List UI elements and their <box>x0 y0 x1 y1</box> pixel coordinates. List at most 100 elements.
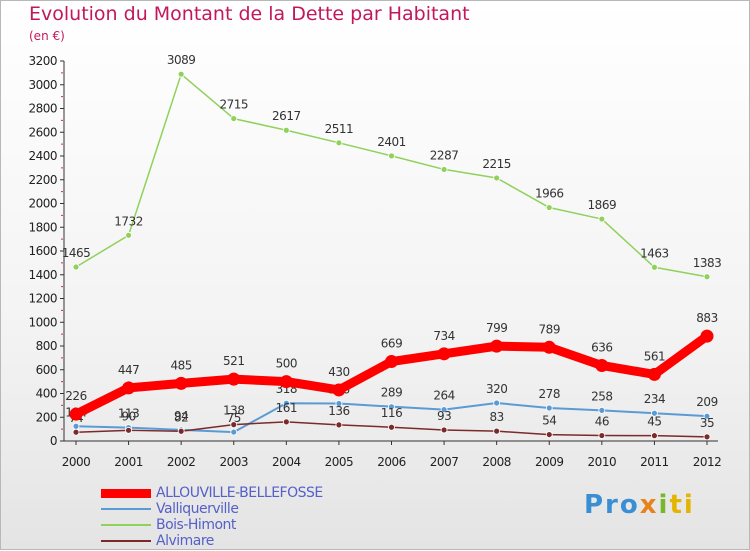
data-point <box>703 412 711 420</box>
x-tick-label: 2012 <box>693 455 722 469</box>
data-point <box>230 428 238 436</box>
x-tick-label: 2004 <box>272 455 301 469</box>
x-tick-label: 2001 <box>114 455 143 469</box>
data-label: 883 <box>696 311 717 325</box>
data-point <box>545 204 553 211</box>
data-point <box>72 428 80 436</box>
y-tick-label: 1200 <box>28 292 57 306</box>
data-label: 2617 <box>272 109 301 123</box>
x-tick-label: 2002 <box>167 455 196 469</box>
chart-subtitle: (en €) <box>29 29 65 43</box>
data-label: 113 <box>118 407 139 421</box>
data-point <box>335 400 343 407</box>
data-label: 136 <box>328 404 349 418</box>
legend-swatch <box>101 508 151 510</box>
data-point <box>440 166 448 173</box>
data-point <box>493 174 501 182</box>
x-tick-label: 2011 <box>640 455 669 469</box>
data-point <box>230 421 238 429</box>
data-point <box>282 126 290 134</box>
data-point <box>437 347 451 361</box>
data-label: 46 <box>595 415 609 429</box>
data-label: 500 <box>276 357 297 371</box>
data-label: 2715 <box>219 98 248 112</box>
data-point <box>125 426 132 434</box>
x-tick-label: 2003 <box>219 455 248 469</box>
data-point <box>545 404 553 412</box>
data-label: 258 <box>591 389 612 403</box>
data-label: 2401 <box>377 135 406 149</box>
data-point <box>651 263 658 271</box>
y-tick-label: 600 <box>36 363 57 377</box>
y-tick-label: 0 <box>50 434 57 448</box>
y-tick-label: 2000 <box>28 197 57 211</box>
data-point <box>703 273 711 281</box>
y-tick-label: 2200 <box>28 173 57 187</box>
data-point <box>335 421 343 429</box>
x-tick-label: 2000 <box>62 455 91 469</box>
data-point <box>388 423 395 431</box>
proxiti-logo: Proxiti <box>584 490 695 520</box>
y-tick-label: 2800 <box>28 102 57 116</box>
data-point <box>388 152 395 160</box>
data-label: 234 <box>644 392 665 406</box>
data-point <box>69 407 83 421</box>
x-tick-label: 2007 <box>430 455 459 469</box>
data-label: 1732 <box>114 214 143 228</box>
data-label: 90 <box>121 409 135 423</box>
y-tick-label: 400 <box>36 387 57 401</box>
data-label: 636 <box>591 340 612 354</box>
data-point <box>598 215 606 223</box>
data-point <box>385 355 398 369</box>
data-label: 789 <box>539 322 560 336</box>
data-point <box>227 372 241 386</box>
legend-label: Bois-Himont <box>156 517 236 533</box>
data-label: 116 <box>381 406 402 420</box>
data-point <box>282 418 290 426</box>
y-tick-label: 2400 <box>28 149 57 163</box>
y-tick-label: 3000 <box>28 78 57 92</box>
data-label: 447 <box>118 363 139 377</box>
data-label: 289 <box>381 386 402 400</box>
y-tick-label: 1000 <box>28 315 57 329</box>
data-label: 94 <box>174 409 188 423</box>
data-point <box>125 231 132 239</box>
data-label: 278 <box>539 387 560 401</box>
data-point <box>440 426 448 434</box>
data-label: 2215 <box>482 157 511 171</box>
data-label: 83 <box>490 410 504 424</box>
data-label: 521 <box>223 354 244 368</box>
legend-label: ALLOUVILLE-BELLEFOSSE <box>156 485 323 501</box>
data-label: 3089 <box>167 53 196 67</box>
data-point <box>72 263 80 271</box>
data-label: 1463 <box>640 246 669 260</box>
data-label: 485 <box>170 358 191 372</box>
y-tick-label: 2600 <box>28 125 57 139</box>
data-point <box>545 431 553 438</box>
data-point <box>335 139 343 147</box>
data-label: 54 <box>542 414 556 428</box>
x-tick-label: 2009 <box>535 455 564 469</box>
series-line <box>75 73 708 278</box>
data-point <box>282 399 290 407</box>
x-tick-label: 2008 <box>482 455 511 469</box>
data-label: 561 <box>644 349 665 363</box>
y-tick-label: 1800 <box>28 220 57 234</box>
legend-label: Alvimare <box>156 533 214 549</box>
data-point <box>177 70 185 78</box>
data-label: 1869 <box>588 198 617 212</box>
y-tick-label: 200 <box>36 410 57 424</box>
data-point <box>542 340 556 354</box>
y-tick-label: 1400 <box>28 268 57 282</box>
data-label: 35 <box>700 416 714 430</box>
data-label: 75 <box>227 411 241 425</box>
data-label: 161 <box>276 401 297 415</box>
chart-title: Evolution du Montant de la Dette par Hab… <box>29 3 470 25</box>
data-point <box>595 358 609 372</box>
y-tick-label: 800 <box>36 339 57 353</box>
data-point <box>493 427 501 435</box>
data-label: 1465 <box>62 246 91 260</box>
data-point <box>647 367 661 381</box>
